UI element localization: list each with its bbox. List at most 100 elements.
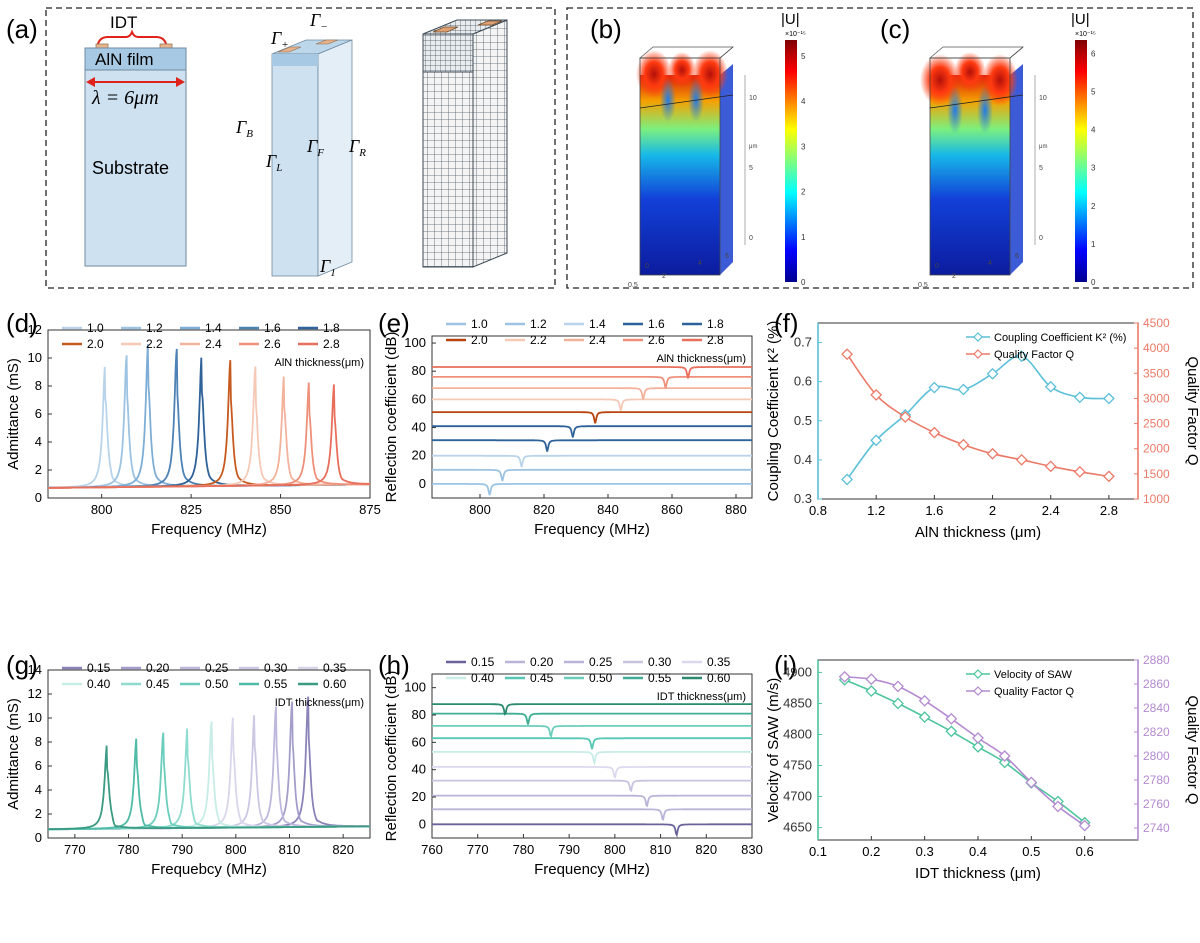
chart-e: (e) 800 820 840 860 880 0 20 40 60 80 100 Frequency …	[378, 308, 753, 538]
y-tick-label: 80	[412, 363, 426, 378]
legend-label: 0.50	[589, 671, 613, 685]
data-point	[1102, 470, 1115, 483]
legend-label: 1.6	[264, 321, 281, 335]
y-tick-label: 10	[28, 710, 42, 725]
fem-field	[640, 75, 720, 275]
colorbar-tick: 4	[1091, 126, 1096, 135]
data-point	[838, 670, 851, 683]
data-point	[986, 447, 999, 460]
gamma-minus: Γ−	[309, 10, 328, 33]
series-line-1.8	[432, 425, 752, 438]
legend-marker	[973, 349, 983, 359]
legend-label: Quality Factor Q	[994, 686, 1075, 698]
series-line-1.0	[432, 483, 752, 496]
idt-electrode-2	[159, 43, 173, 49]
legend-marker	[973, 332, 983, 342]
fem-axis-unit: μm	[1039, 144, 1047, 150]
data-point	[957, 383, 970, 396]
colorbar-tick: 5	[801, 52, 806, 61]
x-tick-label: 2.4	[1042, 503, 1060, 518]
fem-axis-tick: 0	[1039, 235, 1043, 242]
data-point	[928, 426, 941, 439]
x-tick-label: 790	[171, 842, 193, 857]
data-point	[1073, 391, 1086, 404]
x-tick-label: 0.3	[916, 844, 934, 859]
colorbar	[1075, 40, 1087, 282]
substrate-label: Substrate	[92, 158, 169, 178]
y-tick-label: 6	[35, 758, 42, 773]
series-line-0.25	[432, 794, 752, 808]
x-tick-label: 825	[180, 502, 202, 517]
fem-axis-tick: 5	[1039, 165, 1043, 172]
legend-label: 1.8	[323, 321, 340, 335]
panel-a: (a) IDT AlN film λ = 6μm Substrate Γ+ Γ	[6, 7, 556, 289]
y-tick-label-left: 4900	[783, 664, 812, 679]
fem-axis-tick: 10	[1039, 95, 1047, 102]
y-tick-label-right: 2800	[1143, 749, 1170, 763]
data-point	[841, 348, 854, 361]
x-tick-label: 840	[597, 502, 619, 517]
series-line-2.0	[432, 411, 752, 424]
y-tick-label-right: 2880	[1143, 653, 1170, 667]
y-tick-label-right: 2860	[1143, 677, 1170, 691]
x-tick-label: 830	[741, 842, 763, 857]
y-tick-label: 80	[412, 707, 426, 722]
x-tick-label: 0.5	[1022, 844, 1040, 859]
mesh-electrode-right	[477, 20, 503, 26]
legend-label: 2.0	[471, 333, 488, 347]
fem-base-tick: 0.5	[628, 282, 638, 289]
data-point	[892, 697, 904, 710]
y-axis-label-left: Velocity of SAW (m/s)	[765, 678, 782, 822]
y-tick-label-right: 2000	[1143, 442, 1170, 456]
colorbar-tick: 6	[1091, 49, 1096, 58]
x-tick-label: 760	[421, 842, 443, 857]
x-tick-label: 810	[650, 842, 672, 857]
y-tick-label: 0	[35, 490, 42, 505]
data-point	[998, 756, 1011, 769]
series-line-1.6	[48, 348, 370, 489]
y-tick-label-left: 4700	[783, 789, 812, 804]
chart-g: (g)770 780 790 800 810 82002468101214Frequebc…	[5, 650, 371, 878]
data-point	[1025, 776, 1038, 789]
model-film-band	[272, 54, 318, 66]
legend-label: 2.2	[146, 337, 163, 351]
series-line-0.35	[432, 766, 752, 779]
series-line-1.4	[432, 454, 752, 468]
legend-label: 0.20	[146, 661, 170, 675]
gamma-B: ΓB	[235, 117, 253, 140]
aln-film-label: AlN film	[95, 50, 154, 69]
y-tick-label-right: 1000	[1143, 492, 1170, 506]
y-tick-label-left: 0.7	[794, 335, 812, 350]
series-line-1.2	[432, 468, 752, 482]
chart-d: (d) 800 825 850 875 0 2 4 6 8 10 12 Frequency (MHz) A…	[5, 308, 381, 538]
y-tick-label-right: 3000	[1143, 391, 1170, 405]
x-tick-label: 800	[225, 842, 247, 857]
series-line-1.6	[432, 439, 752, 452]
plot-frame	[431, 335, 753, 499]
y-tick-label-right: 2500	[1143, 417, 1170, 431]
data-point	[899, 411, 912, 423]
x-tick-label: 810	[279, 842, 301, 857]
x-tick-label: 0.6	[1076, 844, 1094, 859]
y-tick-label-left: 0.4	[794, 452, 812, 467]
y-tick-label-left: 4750	[783, 758, 812, 773]
legend-label: 0.60	[707, 671, 731, 685]
fem-hotspot	[977, 86, 993, 134]
x-tick-label: 800	[604, 842, 626, 857]
series-group	[48, 344, 370, 489]
chart-h: (h) 760 770 780 790 800 810 820 830 0 20 40 60 80 100 F…	[378, 650, 763, 878]
data-point	[865, 685, 878, 697]
gamma-R: ΓR	[348, 136, 366, 159]
x-tick-label: 820	[533, 502, 555, 517]
y-tick-label: 2	[35, 462, 42, 477]
legend-label: 0.35	[707, 655, 731, 669]
legend-label: 1.0	[87, 321, 104, 335]
y-tick-label: 0	[35, 830, 42, 845]
data-point	[1052, 800, 1064, 813]
y-axis-label: Reflection coefficient (dB)	[383, 332, 400, 503]
x-tick-label: 0.4	[969, 844, 987, 859]
y-tick-label: 100	[404, 680, 426, 695]
colorbar-tick: 3	[1091, 164, 1096, 173]
panel-letter-f: (f)	[774, 308, 799, 338]
